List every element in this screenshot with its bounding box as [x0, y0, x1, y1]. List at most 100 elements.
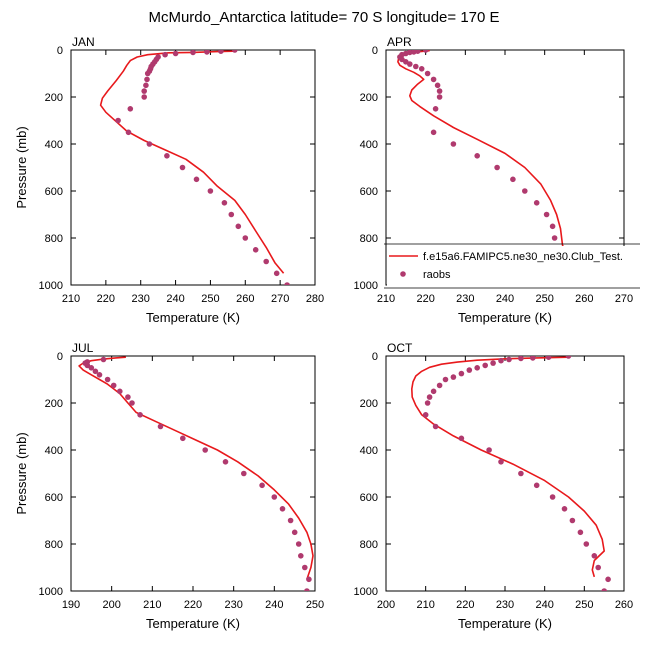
y-tick-label: 600: [45, 492, 63, 504]
plot-data: [99, 50, 290, 285]
raobs-point: [172, 50, 179, 57]
raobs-point: [241, 470, 247, 477]
raobs-point: [565, 356, 572, 359]
raobs-point: [141, 94, 147, 100]
raobs-point: [424, 400, 431, 406]
y-tick-label: 0: [372, 351, 378, 363]
raobs-point: [218, 50, 224, 54]
raobs-point: [157, 423, 164, 430]
raobs-point: [426, 394, 433, 400]
raobs-point: [533, 200, 540, 206]
raobs-point: [591, 553, 598, 559]
x-tick-label: 210: [143, 599, 161, 611]
y-tick-label: 0: [57, 351, 63, 363]
x-tick-label: 210: [377, 293, 395, 305]
raobs-point: [127, 106, 134, 112]
x-tick-label: 210: [416, 599, 434, 611]
raobs-point: [146, 141, 153, 147]
raobs-point: [605, 576, 611, 583]
raobs-point: [88, 365, 95, 371]
raobs-point: [115, 117, 121, 124]
plot-data: [411, 356, 611, 591]
x-tick-label: 190: [62, 599, 80, 611]
x-axis-label: Temperature (K): [146, 616, 240, 631]
x-tick-label: 250: [201, 293, 219, 305]
plot-data: [78, 356, 314, 591]
raobs-point: [482, 362, 489, 369]
x-axis-label: Temperature (K): [458, 616, 552, 631]
raobs-point: [551, 235, 558, 241]
raobs-point: [304, 588, 310, 591]
x-axis-label: Temperature (K): [146, 310, 240, 325]
panel-oct: 200 210 220 230 240 250 260 0 200 400 600 800 1000 OC…: [354, 341, 634, 631]
raobs-point: [530, 356, 536, 361]
raobs-point: [430, 388, 437, 395]
raobs-point: [259, 482, 265, 489]
raobs-point: [143, 82, 149, 89]
raobs-point: [549, 223, 556, 230]
y-tick-label: 0: [372, 45, 378, 57]
y-tick-label: 600: [360, 186, 378, 198]
raobs-point: [287, 517, 294, 524]
raobs-point: [506, 356, 512, 363]
panel-jan: 210 220 230 240 250 260 270 280 0 200 400 600 800 100…: [14, 35, 324, 325]
y-tick-label: 800: [45, 233, 63, 245]
raobs-point: [518, 356, 524, 362]
raobs-point: [549, 494, 556, 500]
y-axis-label: Pressure (mb): [14, 432, 29, 514]
model-profile-line: [78, 356, 314, 580]
y-tick-label: 600: [45, 186, 63, 198]
raobs-point: [291, 529, 298, 536]
legend-background: [387, 246, 639, 286]
raobs-point: [110, 382, 117, 389]
raobs-point: [284, 282, 290, 285]
raobs-point: [144, 76, 150, 83]
x-tick-label: 260: [575, 293, 593, 305]
raobs-point: [162, 51, 168, 58]
raobs-point: [193, 176, 200, 183]
x-tick-label: 250: [575, 599, 593, 611]
y-axis-label: Pressure (mb): [14, 126, 29, 208]
raobs-point: [179, 164, 186, 171]
x-tick-label: 220: [456, 599, 474, 611]
raobs-point: [306, 576, 312, 583]
raobs-point: [450, 141, 457, 147]
raobs-point: [436, 382, 443, 389]
raobs-point: [583, 541, 590, 547]
y-tick-label: 800: [45, 539, 63, 551]
y-tick-label: 1000: [39, 586, 63, 598]
x-tick-label: 270: [271, 293, 289, 305]
y-tick-label: 400: [360, 139, 378, 151]
raobs-point: [263, 258, 270, 265]
panel-label: JAN: [72, 35, 95, 49]
x-tick-label: 220: [416, 293, 434, 305]
raobs-point: [458, 435, 465, 442]
x-tick-label: 210: [62, 293, 80, 305]
raobs-point: [411, 50, 417, 55]
model-profile-line: [99, 50, 285, 274]
raobs-point: [96, 372, 103, 378]
raobs-point: [577, 529, 584, 536]
panel-jul: 190 200 210 220 230 240 250 0 200 400 600 800 1000 JU…: [14, 341, 324, 631]
x-tick-label: 260: [236, 293, 254, 305]
raobs-point: [202, 447, 208, 453]
raobs-point: [494, 164, 500, 171]
raobs-point: [490, 360, 496, 366]
raobs-point: [180, 435, 186, 442]
x-tick-label: 270: [615, 293, 633, 305]
raobs-point: [418, 66, 425, 72]
x-tick-label: 220: [97, 293, 115, 305]
plot-frame: [70, 49, 316, 286]
raobs-point: [533, 482, 540, 489]
x-tick-label: 220: [184, 599, 202, 611]
y-tick-label: 200: [360, 398, 378, 410]
legend-point-swatch: [400, 271, 406, 277]
raobs-point: [458, 370, 465, 377]
x-tick-label: 230: [132, 293, 150, 305]
legend: f.e15a6.FAMIPC5.ne30_ne30.Club_Test.raob…: [384, 243, 640, 289]
raobs-point: [442, 376, 449, 383]
raobs-point: [601, 588, 607, 591]
raobs-point: [104, 376, 111, 383]
